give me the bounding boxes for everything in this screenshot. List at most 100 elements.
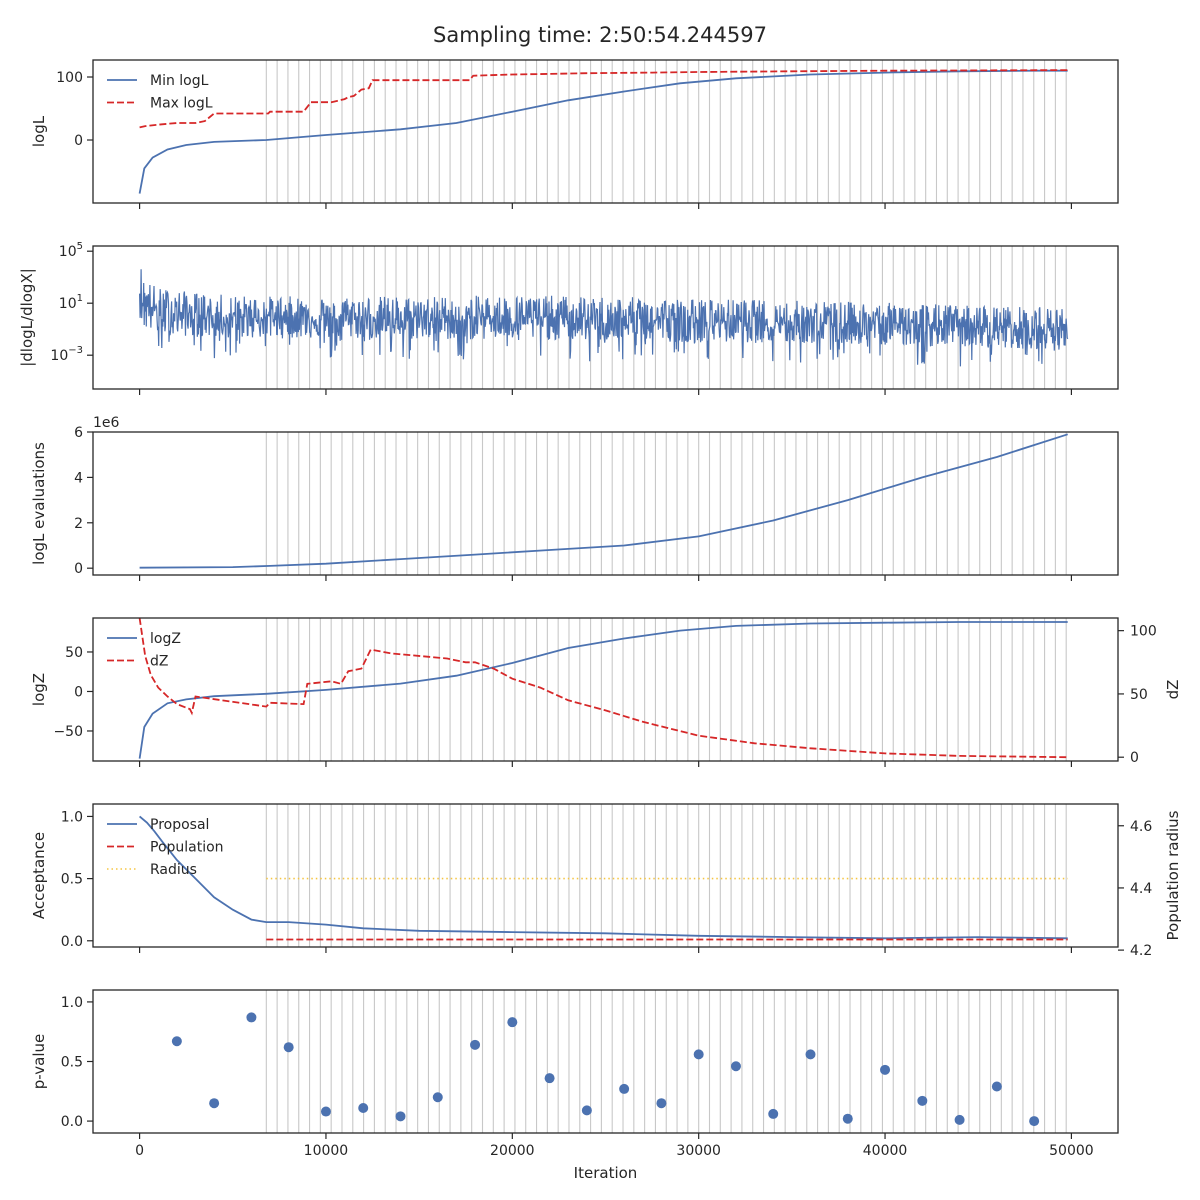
y-tick-label: 0 (74, 561, 83, 577)
y-tick-label: 10−3 (50, 345, 83, 364)
pvalue-point (768, 1108, 779, 1119)
dlogl-series-line (139, 269, 1069, 367)
legend-label: Max logL (150, 96, 213, 112)
panel-frame (92, 431, 1119, 576)
pvalue-point (581, 1105, 592, 1116)
y2-axis-label: dZ (1164, 680, 1182, 700)
iteration-markers (265, 990, 1067, 1133)
series-line-logl-evaluations (139, 433, 1068, 569)
iteration-markers (265, 432, 1067, 575)
y-tick-label: 0.5 (61, 1055, 83, 1071)
pvalue-point (470, 1039, 481, 1050)
x-tick-label: 50000 (1049, 1143, 1094, 1159)
legend-label: Min logL (150, 73, 209, 89)
pvalue-point (917, 1095, 928, 1106)
y-tick-label: 0.0 (61, 1114, 83, 1130)
series-line-min-logl (138, 69, 1068, 194)
pvalue-point (730, 1061, 741, 1072)
legend: Min logL Max logL (107, 73, 213, 112)
y-tick-label: 0 (74, 684, 83, 700)
x-tick-label: 0 (135, 1143, 144, 1159)
pvalue-point (842, 1113, 853, 1124)
series-line-dz (138, 618, 1068, 759)
y-axis-label: logL evaluations (30, 442, 48, 565)
panel-1: 0 100 logL Min logL Max logL (30, 59, 1119, 209)
iteration-markers (265, 618, 1067, 761)
pvalue-point (507, 1017, 518, 1028)
panel-2-content (139, 246, 1069, 389)
y-tick-label: 101 (59, 293, 83, 312)
panel-2: 105 101 10−3 |dlogL/dlogX| (18, 241, 1119, 395)
x-tick-label: 40000 (863, 1143, 908, 1159)
legend-label: Population (150, 840, 224, 856)
pvalue-point (880, 1064, 891, 1075)
legend-label: Radius (150, 862, 197, 878)
panel-5-content (139, 804, 1068, 947)
y-axis-label: logZ (30, 673, 48, 706)
y-tick-label: 4 (74, 470, 83, 486)
y-axis-label: p-value (30, 1034, 48, 1090)
pvalue-point (283, 1042, 294, 1053)
panel-6: 0 10000 20000 30000 40000 50000 Iteration 1.0 0.… (30, 989, 1119, 1182)
legend-label: dZ (150, 654, 168, 670)
pvalue-point (358, 1102, 369, 1113)
panel-frame (92, 245, 1119, 390)
pvalue-point (171, 1036, 182, 1047)
y-tick-label: 1.0 (61, 809, 83, 825)
panel-4-content (138, 618, 1068, 761)
y-axis-label: |dlogL/dlogX| (18, 268, 36, 367)
y-tick-label: 50 (65, 645, 83, 661)
pvalue-point (246, 1012, 257, 1023)
legend-label: Proposal (150, 817, 209, 833)
panel-4: 50 0 −50 logZ 100 50 0 dZ logZ dZ (30, 617, 1182, 767)
x-tick-label: 20000 (490, 1143, 535, 1159)
pvalue-point (395, 1111, 406, 1122)
series-line-logz (138, 621, 1068, 759)
pvalue-point (991, 1081, 1002, 1092)
legend: logZ dZ (107, 631, 181, 670)
y-axis-label: Acceptance (30, 832, 48, 919)
y2-tick-label: 4.6 (1130, 819, 1152, 835)
panel-frame (92, 989, 1119, 1134)
y-offset-text: 1e6 (93, 415, 120, 431)
series-line-proposal (139, 815, 1068, 940)
pvalue-point (954, 1114, 965, 1125)
x-tick-label: 30000 (676, 1143, 721, 1159)
y-tick-label: 0 (74, 133, 83, 149)
y-axis-label: logL (30, 115, 48, 147)
pvalue-point (432, 1092, 443, 1103)
y-tick-label: 100 (56, 70, 83, 86)
pvalue-point (656, 1098, 667, 1109)
figure-title: Sampling time: 2:50:54.244597 (433, 23, 767, 47)
pvalue-point (209, 1098, 220, 1109)
legend: Proposal Population Radius (107, 817, 224, 878)
panels: 0 100 logL Min logL Max logL 105 101 10−3 |dlogL… (18, 59, 1182, 1182)
y-tick-label: 2 (74, 516, 83, 532)
y-tick-label: 0.0 (61, 934, 83, 950)
pvalue-point (544, 1073, 555, 1084)
y2-axis-label: Population radius (1164, 810, 1182, 940)
panel-frame (92, 59, 1119, 204)
x-axis-label: Iteration (574, 1164, 638, 1182)
x-tick-label: 10000 (304, 1143, 349, 1159)
y-tick-label: 105 (59, 241, 83, 260)
panel-3-content (139, 432, 1068, 575)
pvalue-point (805, 1049, 816, 1060)
panel-1-content (138, 60, 1068, 203)
legend-label: logZ (150, 631, 181, 647)
pvalue-point (1029, 1116, 1040, 1127)
pvalue-point (619, 1083, 630, 1094)
panel-frame (92, 617, 1119, 762)
y2-tick-label: 4.4 (1130, 881, 1152, 897)
pvalue-point (320, 1106, 331, 1117)
y-tick-label: −50 (53, 724, 83, 740)
y-tick-label: 6 (74, 425, 83, 441)
y2-tick-label: 4.2 (1130, 943, 1152, 959)
y-tick-label: 1.0 (61, 995, 83, 1011)
panel-5: 1.0 0.5 0.0 Acceptance 4.6 4.4 4.2 Population r… (30, 803, 1182, 959)
series-line-max-logl (139, 69, 1068, 129)
y2-tick-label: 0 (1130, 750, 1139, 766)
y2-tick-label: 100 (1130, 624, 1157, 640)
panel-frame (92, 803, 1119, 948)
